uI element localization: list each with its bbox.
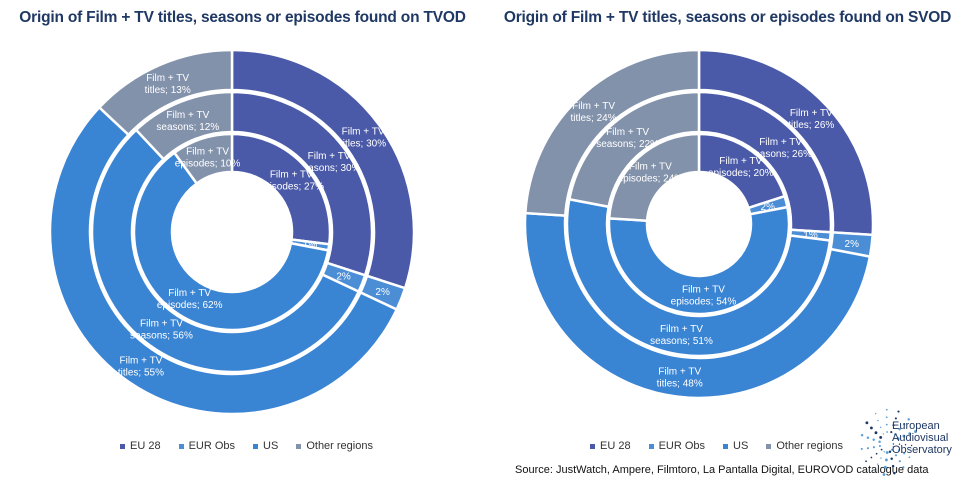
legend-swatch [120, 443, 125, 449]
legend-label: EUR Obs [188, 440, 236, 452]
svod-panel: Origin of Film + TV titles, seasons or e… [485, 0, 970, 486]
legend-swatch [590, 443, 595, 449]
legend-label: Other regions [776, 440, 843, 452]
legend-item-us: US [723, 440, 748, 452]
legend-swatch [723, 443, 729, 449]
ring-1-label-other-regions: Film + TV seasons; 22% [596, 127, 659, 150]
ring-0-label-us: Film + TV titles; 55% [118, 355, 164, 378]
ring-0-label-us: Film + TV titles; 48% [657, 366, 703, 389]
ring-1-segment-us [565, 197, 832, 358]
ring-1-label-eu-28: Film + TV seasons; 26% [749, 137, 812, 160]
ring-2-segment-other-regions [172, 132, 234, 186]
ring-1-label-eu-28: Film + TV seasons; 30% [298, 151, 361, 174]
tvod-panel: Origin of Film + TV titles, seasons or e… [19, 9, 466, 452]
svod-donut-chart: Film + TV titles; 26% 2% Film + TV titles; 4… [523, 48, 875, 400]
ring-2-label-eur-obs: 2% [761, 202, 776, 213]
ring-2-segment-other-regions [607, 132, 701, 223]
tvod-donut-chart: Film + TV titles; 30% 2% Film + TV titles; 5… [48, 48, 416, 416]
ring-0-label-other-regions: Film + TV titles; 13% [145, 73, 191, 96]
ring-1-label-us: Film + TV seasons; 56% [130, 319, 193, 342]
ring-2-label-other-regions: Film + TV episodes; 24% [618, 162, 684, 185]
ring-2-label-us: Film + TV episodes; 54% [671, 284, 737, 307]
ring-0-label-other-regions: Film + TV titles; 24% [571, 101, 617, 124]
legend-label: EUR Obs [658, 440, 706, 452]
legend-label: EU 28 [600, 440, 631, 452]
legend-item-eur-obs: EUR Obs [648, 440, 706, 452]
legend-swatch [178, 443, 184, 449]
ring-0-segment-other-regions [524, 48, 701, 217]
legend-label: Other regions [306, 440, 373, 452]
ring-1-label-eur-obs: 1% [803, 230, 818, 241]
ring-0-segment-us [523, 211, 872, 400]
ring-2-segment-eu-28 [230, 132, 332, 246]
ring-0-segment-us [48, 105, 399, 416]
svod-chart-title: Origin of Film + TV titles, seasons or e… [503, 9, 952, 26]
ring-1-segment-other-regions [567, 90, 701, 209]
legend-item-eu-28: EU 28 [120, 440, 161, 452]
legend-swatch [296, 443, 302, 449]
ring-1-segment-other-regions [134, 90, 234, 161]
legend-swatch [253, 443, 259, 449]
legend-item-other-regions: Other regions [766, 440, 843, 452]
ring-1-label-eur-obs: 2% [336, 272, 351, 283]
svod-legend: EU 28 EUR Obs US Other regions [590, 440, 843, 452]
ring-1-label-other-regions: Film + TV seasons; 12% [156, 110, 219, 133]
ring-2-label-other-regions: Film + TV episodes; 10% [175, 146, 241, 169]
legend-label: EU 28 [130, 440, 161, 452]
ring-0-label-eur-obs: 2% [845, 239, 860, 250]
ring-2-segment-us [607, 205, 791, 316]
ring-0-label-eu-28: Film + TV titles; 30% [340, 126, 386, 149]
legend-swatch [766, 443, 772, 449]
logo-line-1: European [892, 420, 940, 432]
ring-1-label-us: Film + TV seasons; 51% [650, 324, 713, 347]
observatory-logo-icon [860, 408, 917, 476]
ring-2-segment-us [132, 150, 330, 332]
ring-2-label-us: Film + TV episodes; 62% [157, 288, 223, 311]
ring-1-segment-us [90, 128, 361, 374]
legend-item-other-regions: Other regions [296, 440, 373, 452]
ring-0-label-eur-obs: 2% [375, 287, 390, 298]
legend-label: US [263, 440, 279, 452]
ring-2-label-eu-28: Film + TV episodes; 20% [708, 156, 774, 179]
ring-0-label-eu-28: Film + TV titles; 26% [788, 108, 834, 131]
tvod-legend: EU 28 EUR Obs US Other regions [120, 440, 373, 452]
tvod-chart-title: Origin of Film + TV titles, seasons or e… [19, 9, 466, 26]
legend-item-eur-obs: EUR Obs [178, 440, 236, 452]
legend-swatch [648, 443, 654, 449]
logo-line-3: Observatory [892, 444, 952, 456]
ring-0-segment-other-regions [97, 48, 234, 137]
ring-2-label-eu-28: Film + TV episodes; 27% [258, 169, 324, 192]
source-note: Source: JustWatch, Ampere, Filmtoro, La … [515, 464, 929, 476]
observatory-logo-text: European Audiovisual Observatory [892, 420, 952, 456]
legend-label: US [733, 440, 749, 452]
logo-line-2: Audiovisual [892, 432, 949, 444]
legend-item-eu-28: EU 28 [590, 440, 631, 452]
ring-2-label-eur-obs: 1% [303, 240, 318, 251]
legend-item-us: US [253, 440, 278, 452]
